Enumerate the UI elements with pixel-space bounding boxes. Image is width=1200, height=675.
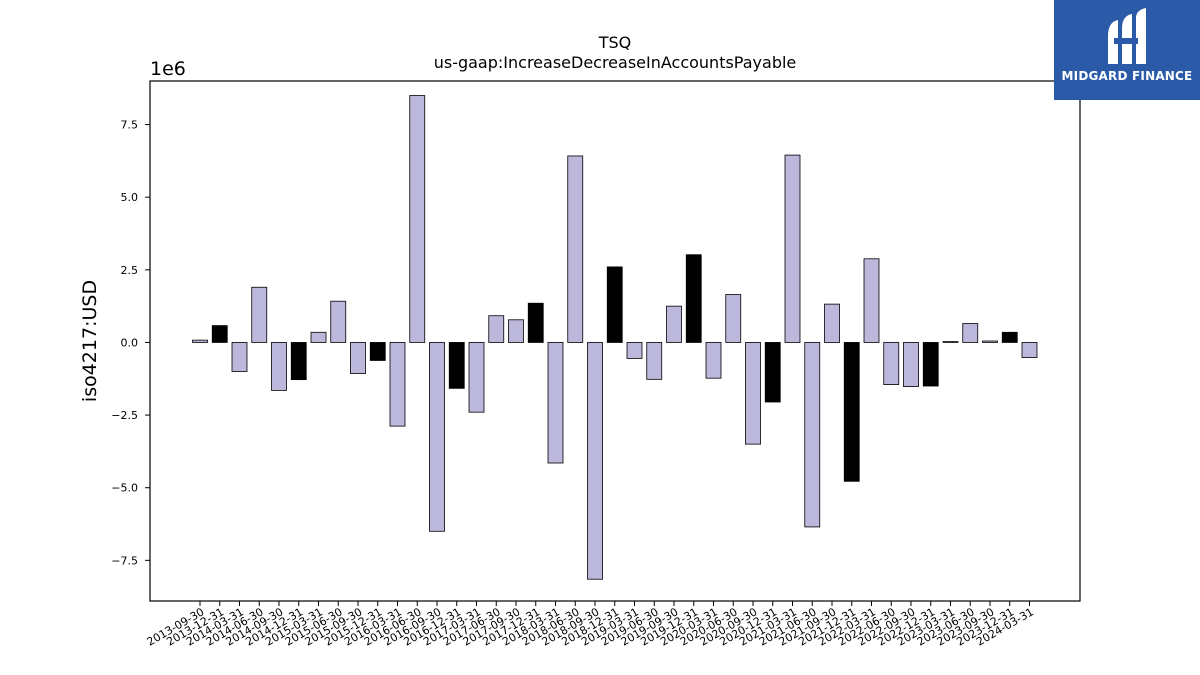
bar [231,342,248,372]
bar [626,342,643,359]
bar [271,342,287,391]
bar [863,258,880,343]
bar [1021,342,1038,358]
bar [587,342,603,580]
bar [942,341,959,343]
bars-group [192,95,1038,580]
bar [488,315,505,343]
bar [468,342,485,413]
bar [962,323,979,343]
chart-subtitle: us-gaap:IncreaseDecreaseInAccountsPayabl… [434,53,797,72]
bar [330,300,347,343]
brand-logo: MIDGARD FINANCE [1054,0,1200,100]
chart-title: TSQ [598,33,632,52]
bar [211,325,228,343]
y-tick-label: −5.0 [111,482,138,495]
bar [429,342,445,532]
y-tick-label: 7.5 [121,119,139,132]
bar [310,331,327,343]
y-tick-label: 5.0 [121,191,139,204]
bar [350,342,366,374]
bar [705,342,722,379]
bar [903,342,919,388]
bar [409,95,426,343]
bar [508,319,524,343]
bar [824,303,840,343]
y-ticks-group: −7.5 −5.0 −2.5 0.0 2.5 5.0 7.5 [111,119,150,567]
bar [606,266,623,343]
y-axis-label: iso4217:USD [79,280,101,402]
logo-text: MIDGARD FINANCE [1061,69,1193,83]
x-ticks-group: 2013-09-302013-12-312014-03-312014-06-30… [145,601,1036,649]
bar [784,154,801,343]
y-tick-label: 2.5 [121,264,139,277]
bar [448,342,465,389]
bar [843,342,860,482]
bar [804,342,821,528]
y-tick-label: −7.5 [111,554,138,567]
plot-frame [149,80,1081,602]
bar [646,342,663,380]
bar [1001,331,1018,343]
bar [764,342,781,403]
bar [251,286,268,343]
y-offset-label: 1e6 [150,58,186,80]
midgard-logo-icon [1108,8,1146,64]
bar [745,342,761,445]
bar [922,342,939,387]
bar [982,340,998,343]
bar [725,294,742,343]
bar [883,342,900,385]
bar [389,342,406,427]
y-tick-label: 0.0 [121,336,139,349]
bar [192,339,208,343]
bar [685,254,702,343]
bar [527,302,544,343]
bar [290,342,307,381]
bar [547,342,564,464]
bar [369,342,386,361]
bar [666,305,682,343]
y-tick-label: −2.5 [111,409,138,422]
bar [567,155,584,343]
